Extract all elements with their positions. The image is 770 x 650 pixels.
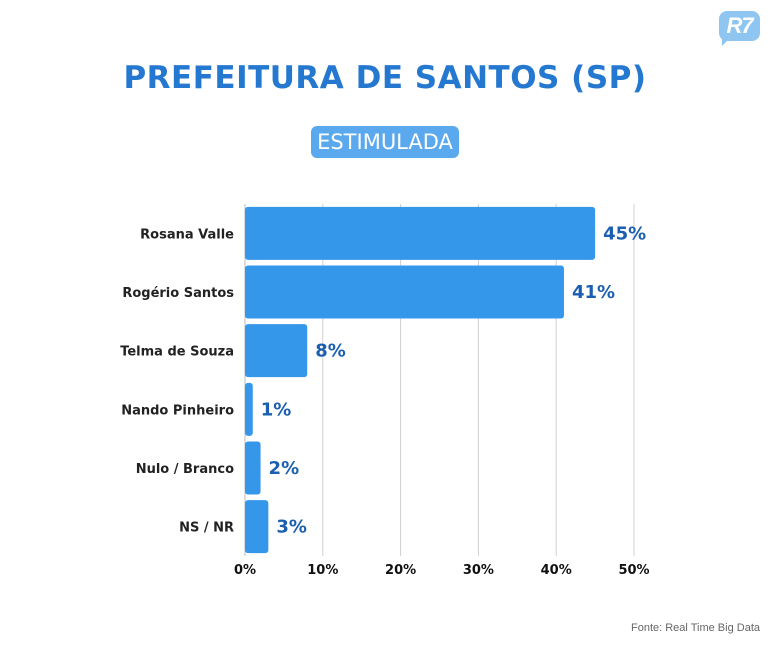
category-label: Rogério Santos xyxy=(122,286,234,301)
category-label: Telma de Souza xyxy=(120,345,234,360)
data-label: 8% xyxy=(315,341,346,362)
r7-logo: R7 xyxy=(719,11,760,41)
chart-subtitle-badge: ESTIMULADA xyxy=(311,126,459,158)
data-label: 45% xyxy=(603,223,646,244)
data-label: 1% xyxy=(261,399,292,420)
bar xyxy=(245,441,261,495)
bar xyxy=(245,265,564,319)
x-tick-label: 40% xyxy=(541,563,572,578)
bar xyxy=(245,500,269,554)
x-tick-label: 50% xyxy=(618,563,649,578)
chart-title: PREFEITURA DE SANTOS (SP) xyxy=(123,60,647,96)
bar xyxy=(245,324,308,378)
data-label: 2% xyxy=(269,458,300,479)
category-label: Nulo / Branco xyxy=(136,462,234,477)
x-tick-label: 30% xyxy=(463,563,494,578)
subtitle-wrap: ESTIMULADA xyxy=(0,126,770,158)
category-label: Nando Pinheiro xyxy=(121,403,234,418)
x-tick-label: 0% xyxy=(234,563,256,578)
category-label: NS / NR xyxy=(179,521,234,536)
logo-tail-decoration xyxy=(722,38,730,46)
data-label: 3% xyxy=(276,517,307,538)
data-label: 41% xyxy=(572,282,615,303)
x-tick-label: 10% xyxy=(307,563,338,578)
x-tick-label: 20% xyxy=(385,563,416,578)
source-note: Fonte: Real Time Big Data xyxy=(630,622,760,634)
category-label: Rosana Valle xyxy=(140,227,234,242)
logo-text: R7 xyxy=(726,13,753,38)
bar xyxy=(245,382,253,436)
bar xyxy=(245,206,596,260)
